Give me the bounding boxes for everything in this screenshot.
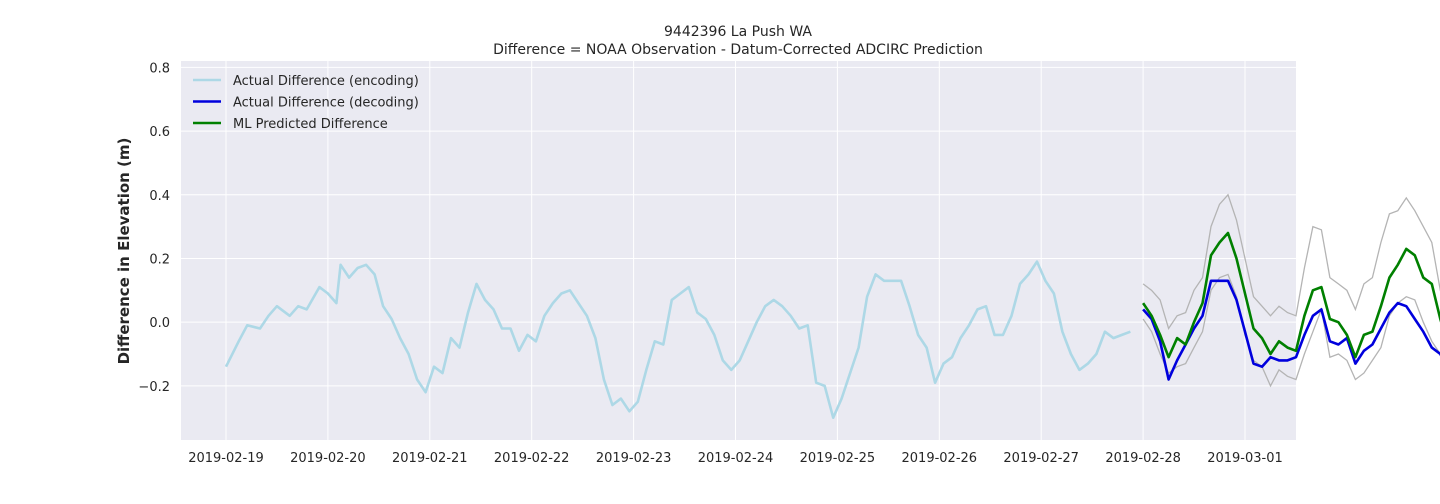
x-tick-label: 2019-02-21 [392,451,468,466]
x-tick-label: 2019-02-28 [1105,451,1181,466]
x-tick-label: 2019-02-24 [698,451,774,466]
y-tick-label: 0.8 [149,61,170,76]
x-tick-label: 2019-02-23 [596,451,672,466]
legend-item-decoding: Actual Difference (decoding) [193,96,419,111]
series-lines [224,231,1440,419]
gridlines [181,61,1296,440]
prediction-bounds [1142,193,1440,388]
x-tick-label: 2019-02-27 [1003,451,1079,466]
x-tick-label: 2019-03-01 [1207,451,1283,466]
x-tick-label: 2019-02-20 [290,451,366,466]
x-tick-label: 2019-02-22 [494,451,570,466]
plot-area [181,61,1296,440]
chart-title: 9442396 La Push WA [664,24,812,40]
decoding-series-line [1142,279,1440,381]
legend-label: Actual Difference (encoding) [233,74,419,89]
y-axis-label: Difference in Elevation (m) [115,138,133,365]
y-tick-label: 0.4 [149,189,170,204]
legend-item-ml-predicted: ML Predicted Difference [193,117,388,132]
y-tick-label: 0.6 [149,125,170,140]
lower-bound-line [1142,273,1440,388]
legend-label: Actual Difference (decoding) [233,96,419,111]
encoding-series-line [224,260,1131,419]
legend: Actual Difference (encoding) Actual Diffe… [193,74,419,132]
x-tick-label: 2019-02-25 [800,451,876,466]
x-axis-ticks: 2019-02-19 2019-02-20 2019-02-21 2019-02-22… [188,451,1283,466]
y-tick-label: 0.2 [149,252,170,267]
y-tick-label: 0.0 [149,316,170,331]
x-tick-label: 2019-02-19 [188,451,264,466]
y-tick-label: −0.2 [138,380,170,395]
chart-subtitle: Difference = NOAA Observation - Datum-Co… [493,42,983,58]
x-tick-label: 2019-02-26 [902,451,978,466]
legend-item-encoding: Actual Difference (encoding) [193,74,419,89]
upper-bound-line [1142,193,1440,331]
ml-predicted-series-line [1142,231,1440,359]
y-axis-ticks: −0.2 0.0 0.2 0.4 0.6 0.8 [138,61,170,394]
legend-label: ML Predicted Difference [233,117,388,132]
